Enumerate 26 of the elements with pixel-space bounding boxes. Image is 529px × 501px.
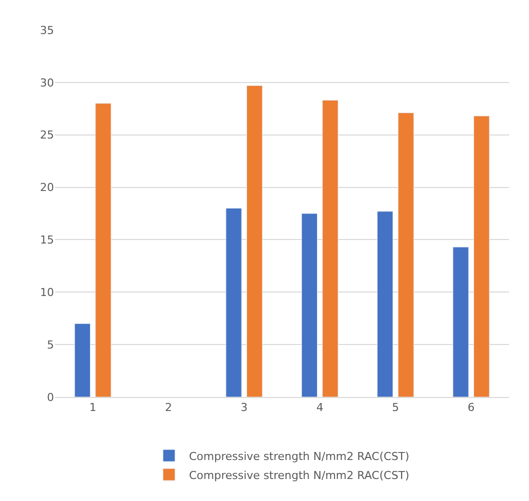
y-tick-label: 5	[47, 338, 54, 352]
bar	[474, 116, 490, 397]
bar	[322, 100, 338, 397]
x-tick-label: 3	[240, 401, 248, 414]
bar	[95, 103, 112, 397]
y-tick-label: 10	[40, 286, 54, 299]
bar	[301, 213, 318, 397]
bar	[246, 85, 263, 397]
x-tick-label: 6	[468, 401, 475, 414]
y-tick-label: 30	[40, 76, 54, 90]
x-tick-label: 1	[89, 401, 96, 414]
x-tick-label: 4	[316, 401, 324, 414]
y-tick-label: 0	[47, 390, 54, 404]
legend-label: Compressive strength N/mm2 RAC(CST)	[189, 450, 410, 463]
y-tick-label: 20	[40, 181, 54, 194]
x-tick-label: 5	[392, 401, 399, 414]
x-tick-label: 2	[165, 401, 172, 414]
y-tick-label: 25	[40, 128, 54, 142]
legend-label: Compressive strength N/mm2 RAC(CST)	[189, 468, 410, 482]
y-tick-label: 35	[40, 24, 54, 37]
bar	[398, 112, 414, 397]
bar	[74, 323, 90, 397]
y-tick-label: 15	[40, 234, 54, 247]
bar	[226, 208, 242, 397]
bar	[452, 246, 469, 397]
bar	[377, 211, 394, 397]
